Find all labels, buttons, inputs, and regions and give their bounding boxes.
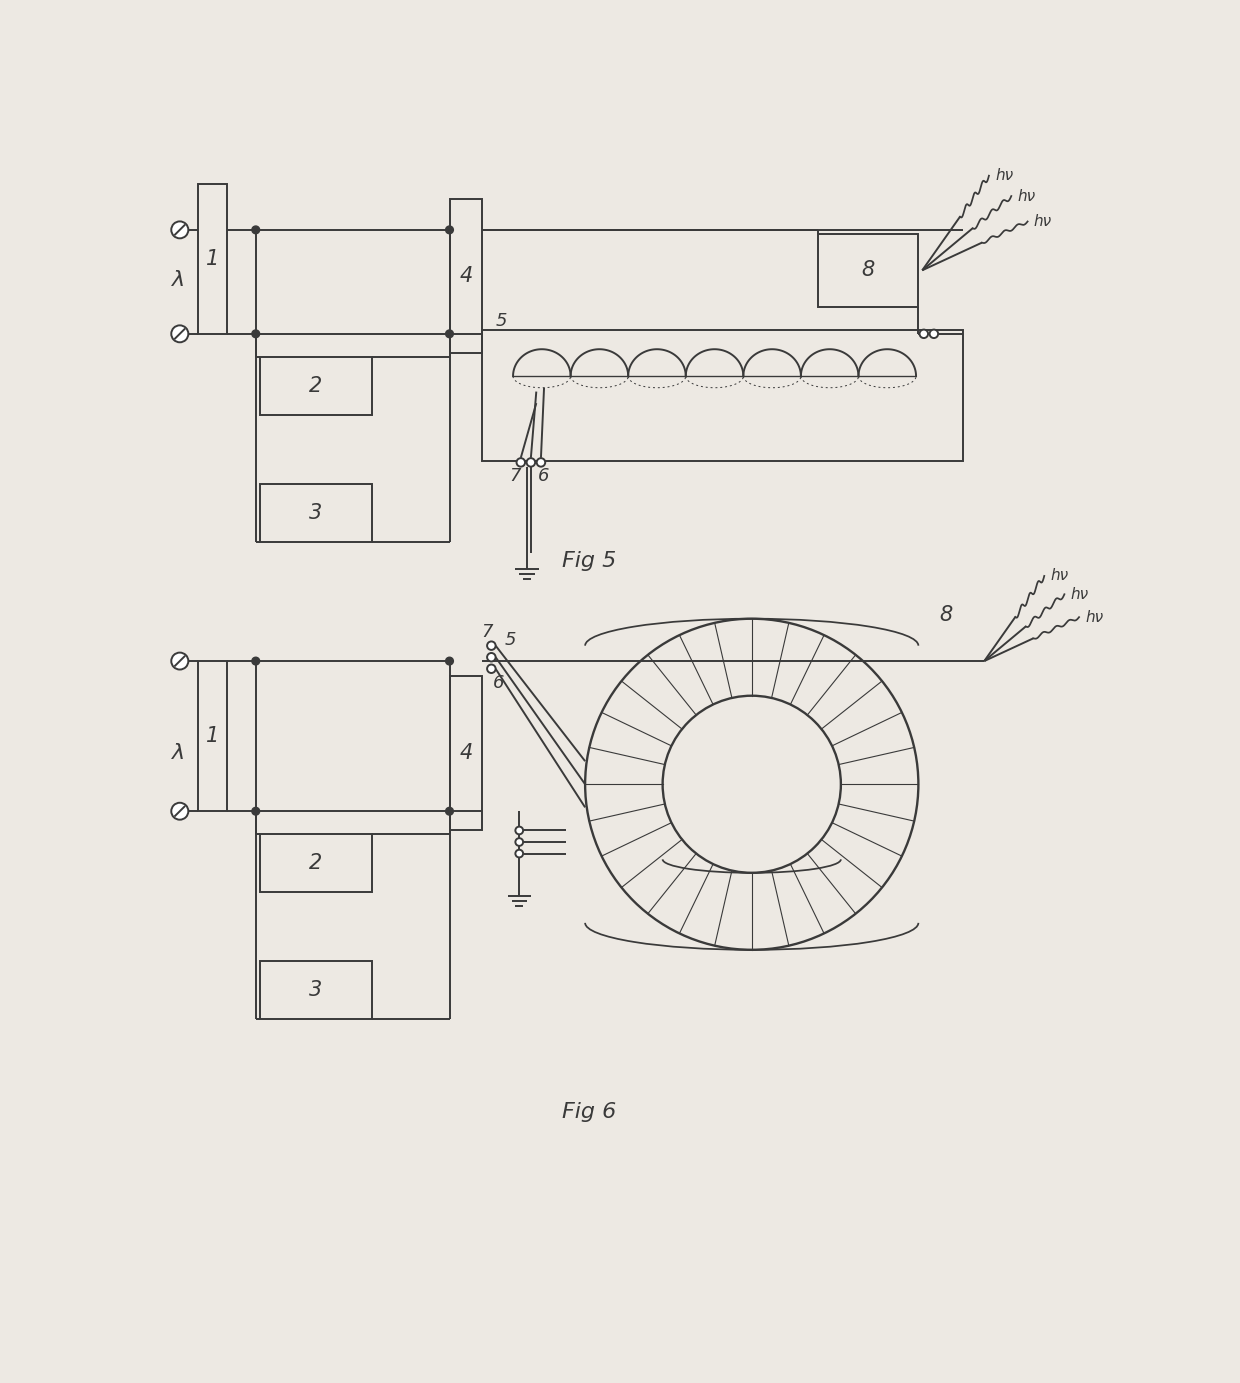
Circle shape bbox=[445, 225, 454, 234]
Circle shape bbox=[487, 653, 496, 661]
Text: hν: hν bbox=[1070, 586, 1089, 602]
Circle shape bbox=[516, 849, 523, 857]
Circle shape bbox=[252, 808, 259, 815]
Bar bbox=[259, 484, 372, 542]
Text: 8: 8 bbox=[862, 260, 874, 281]
Text: 6: 6 bbox=[538, 467, 549, 485]
Text: 2: 2 bbox=[309, 853, 322, 873]
Circle shape bbox=[445, 808, 454, 815]
Text: 6: 6 bbox=[494, 674, 505, 692]
Circle shape bbox=[252, 225, 259, 234]
Circle shape bbox=[487, 642, 496, 650]
Text: Fig 6: Fig 6 bbox=[562, 1101, 616, 1122]
Bar bbox=[259, 834, 372, 892]
Text: 4: 4 bbox=[459, 266, 472, 286]
Text: 2: 2 bbox=[309, 376, 322, 396]
Circle shape bbox=[252, 331, 259, 337]
Text: 3: 3 bbox=[309, 981, 322, 1000]
Bar bbox=[482, 331, 962, 461]
Circle shape bbox=[930, 329, 939, 337]
Bar bbox=[197, 661, 227, 812]
Circle shape bbox=[171, 802, 188, 820]
Circle shape bbox=[516, 827, 523, 834]
Circle shape bbox=[445, 657, 454, 665]
Bar bbox=[449, 676, 482, 830]
Bar bbox=[817, 234, 919, 307]
Text: $\lambda$: $\lambda$ bbox=[171, 744, 185, 763]
Circle shape bbox=[171, 325, 188, 342]
Circle shape bbox=[252, 657, 259, 665]
Text: 8: 8 bbox=[939, 604, 952, 625]
Text: 5: 5 bbox=[496, 311, 507, 329]
Circle shape bbox=[171, 653, 188, 669]
Text: 7: 7 bbox=[481, 622, 494, 640]
Text: 1: 1 bbox=[206, 726, 219, 747]
Circle shape bbox=[487, 665, 496, 674]
Circle shape bbox=[516, 838, 523, 846]
Text: Fig 5: Fig 5 bbox=[562, 550, 616, 571]
Text: hν: hν bbox=[1050, 568, 1069, 584]
Text: 3: 3 bbox=[309, 503, 322, 523]
Bar bbox=[449, 199, 482, 353]
Bar bbox=[197, 184, 227, 333]
Text: hν: hν bbox=[1034, 214, 1052, 230]
Text: $\lambda$: $\lambda$ bbox=[171, 270, 185, 290]
Text: hν: hν bbox=[1085, 610, 1104, 625]
Text: 7: 7 bbox=[508, 467, 521, 485]
Text: 1: 1 bbox=[206, 249, 219, 268]
Text: hν: hν bbox=[1018, 188, 1035, 203]
Circle shape bbox=[527, 458, 536, 466]
Text: hν: hν bbox=[996, 169, 1013, 183]
Circle shape bbox=[171, 221, 188, 238]
Circle shape bbox=[537, 458, 546, 466]
Bar bbox=[259, 357, 372, 415]
Bar bbox=[259, 961, 372, 1019]
Circle shape bbox=[517, 458, 525, 466]
Circle shape bbox=[445, 331, 454, 337]
Circle shape bbox=[920, 329, 928, 337]
Text: 5: 5 bbox=[505, 631, 517, 649]
Text: 4: 4 bbox=[459, 744, 472, 763]
